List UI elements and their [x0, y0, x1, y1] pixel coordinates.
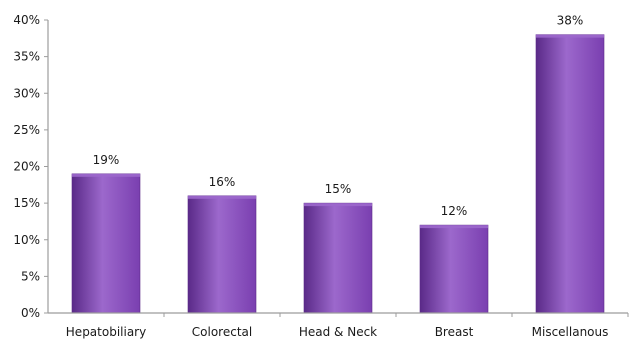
bar-top-cap: [304, 203, 372, 207]
category-label: Hepatobiliary: [66, 325, 146, 339]
data-label: 19%: [93, 153, 120, 167]
y-tick-label: 30%: [13, 86, 40, 100]
bar-top-cap: [188, 195, 256, 199]
bar-hepatobiliary: [71, 173, 141, 314]
category-label: Miscellanous: [532, 325, 609, 339]
y-axis: 0% 5% 10% 15% 20% 25% 30% 35% 40%: [13, 13, 49, 320]
y-tick-label: 0%: [21, 306, 40, 320]
category-label: Breast: [435, 325, 474, 339]
bar-miscellanous: [535, 34, 605, 314]
bar-head-neck: [303, 202, 373, 314]
y-tick-label: 20%: [13, 160, 40, 174]
y-tick-label: 15%: [13, 196, 40, 210]
data-label: 15%: [325, 182, 352, 196]
data-label: 16%: [209, 175, 236, 189]
bars: 19% 16% 15% 12% 38%: [71, 14, 605, 314]
bar-top-cap: [72, 173, 140, 177]
data-label: 12%: [441, 204, 468, 218]
category-label: Head & Neck: [299, 325, 377, 339]
x-axis: Hepatobiliary Colorectal Head & Neck Breast…: [48, 312, 629, 339]
bar-top-cap: [536, 34, 604, 38]
category-label: Colorectal: [192, 325, 252, 339]
y-tick-label: 5%: [21, 269, 40, 283]
y-tick-label: 25%: [13, 123, 40, 137]
bar-breast: [419, 224, 489, 314]
y-tick-label: 10%: [13, 233, 40, 247]
bar-top-cap: [420, 225, 488, 229]
data-label: 38%: [557, 14, 584, 28]
y-tick-label: 40%: [13, 13, 40, 27]
bar-colorectal: [187, 195, 257, 314]
y-tick-label: 35%: [13, 50, 40, 64]
